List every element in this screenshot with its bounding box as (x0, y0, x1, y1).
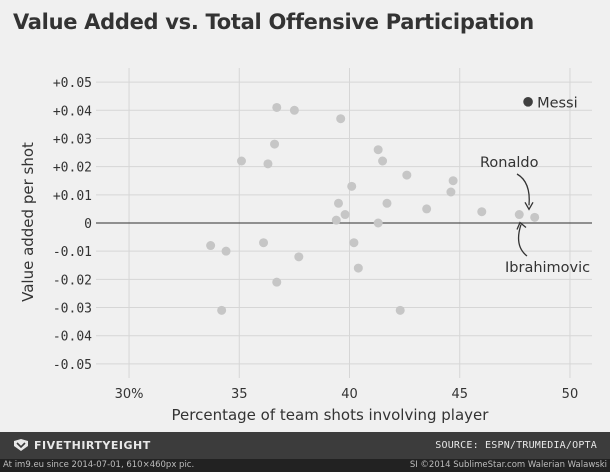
data-point (422, 204, 432, 214)
data-point (270, 139, 280, 149)
x-axis-ticks: 30% 35 40 45 50 (115, 387, 579, 402)
y-tick-label: -0.04 (53, 330, 92, 345)
data-point (263, 159, 273, 169)
chart-title: Value Added vs. Total Offensive Particip… (13, 10, 534, 34)
data-point (289, 105, 299, 115)
y-tick-label: 0 (84, 217, 92, 232)
y-tick-label: -0.03 (53, 302, 92, 317)
data-point (448, 176, 458, 186)
data-point (272, 102, 282, 112)
data-point (336, 114, 346, 124)
data-point (206, 241, 216, 251)
y-axis-ticks: +0.05 +0.04 +0.03 +0.02 +0.01 0 -0.01 -0.02 -0.0… (53, 76, 92, 373)
brand-name: FIVETHIRTYEIGHT (34, 439, 151, 452)
y-tick-label: -0.02 (53, 273, 92, 288)
point-ronaldo (530, 212, 540, 222)
x-tick-label: 40 (341, 387, 358, 402)
y-axis-label: Value added per shot (19, 142, 37, 302)
data-point (217, 305, 227, 315)
data-point (477, 207, 487, 217)
x-axis-label: Percentage of team shots involving playe… (172, 406, 490, 424)
data-point (446, 187, 456, 197)
ronaldo-arrow (516, 173, 530, 206)
point-messi (523, 97, 533, 107)
ibrahimovic-arrowhead (516, 221, 527, 230)
y-tick-label: -0.01 (53, 245, 92, 260)
x-tick-label: 50 (562, 387, 579, 402)
data-point (378, 156, 388, 166)
footer-bar: FIVETHIRTYEIGHT SOURCE: ESPN/TRUMEDIA/OP… (0, 432, 610, 459)
data-point (331, 215, 341, 225)
watermark-left: At im9.eu since 2014-07-01, 610×460px pi… (3, 460, 195, 470)
scatter-chart: +0.05 +0.04 +0.03 +0.02 +0.01 0 -0.01 -0.02 -0.0… (19, 68, 592, 424)
ibrahimovic-arrow (517, 224, 528, 257)
data-point (333, 198, 343, 208)
data-point (395, 305, 405, 315)
data-point (236, 156, 246, 166)
y-tick-label: +0.03 (53, 132, 92, 147)
data-point (272, 277, 282, 287)
y-tick-label: +0.05 (53, 76, 92, 91)
data-point (259, 238, 269, 248)
data-point (347, 181, 357, 191)
y-tick-label: +0.02 (53, 161, 92, 176)
y-tick-label: +0.01 (53, 189, 92, 204)
ronaldo-arrowhead (524, 202, 534, 211)
watermark-right: SI ©2014 SublimeStar.com Walerian Walaws… (409, 460, 607, 470)
highlighted-players: Messi Ronaldo Ibrahimovic (480, 95, 590, 276)
data-point (373, 218, 383, 228)
y-tick-label: -0.05 (53, 358, 92, 373)
label-ibrahimovic: Ibrahimovic (505, 260, 590, 276)
y-tick-label: +0.04 (53, 104, 92, 119)
x-tick-label: 35 (231, 387, 248, 402)
data-point (340, 210, 350, 220)
brand: FIVETHIRTYEIGHT (13, 439, 151, 452)
data-point (353, 263, 363, 273)
point-ibrahimovic (514, 210, 524, 220)
data-points (206, 102, 487, 315)
data-point (373, 145, 383, 155)
data-point (294, 252, 304, 262)
watermark-bar: At im9.eu since 2014-07-01, 610×460px pi… (0, 459, 610, 472)
data-point (402, 170, 412, 180)
data-point (382, 198, 392, 208)
data-point (221, 246, 231, 256)
x-tick-label: 30% (115, 387, 144, 402)
fivethirtyeight-logo-icon (14, 439, 28, 451)
x-tick-label: 45 (451, 387, 468, 402)
label-ronaldo: Ronaldo (480, 155, 539, 171)
source-credit: SOURCE: ESPN/TRUMEDIA/OPTA (435, 440, 597, 451)
data-point (349, 238, 359, 248)
label-messi: Messi (537, 95, 578, 111)
